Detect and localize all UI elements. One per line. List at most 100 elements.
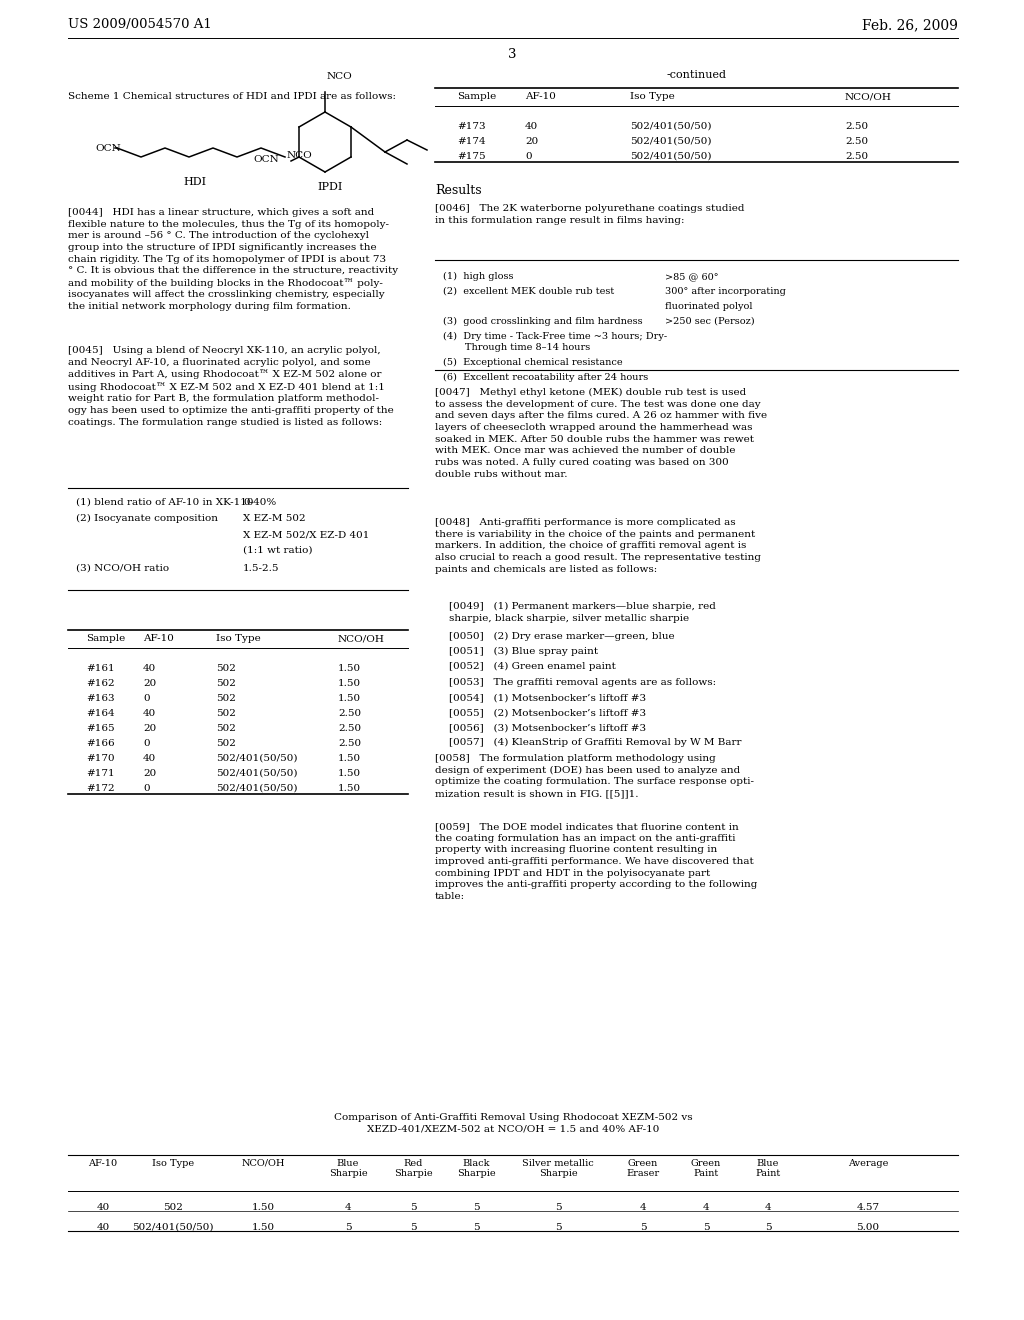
Text: 2.50: 2.50 — [845, 121, 868, 131]
Text: #170: #170 — [86, 754, 115, 763]
Text: 40: 40 — [143, 754, 157, 763]
Text: [0057]   (4) KleanStrip of Graffiti Removal by W M Barr: [0057] (4) KleanStrip of Graffiti Remova… — [449, 738, 741, 747]
Text: 502: 502 — [216, 709, 236, 718]
Text: #173: #173 — [457, 121, 485, 131]
Text: AF-10: AF-10 — [525, 92, 556, 102]
Text: [0054]   (1) Motsenbocker’s liftoff #3: [0054] (1) Motsenbocker’s liftoff #3 — [449, 693, 646, 702]
Text: Results: Results — [435, 183, 481, 197]
Text: NCO/OH: NCO/OH — [338, 634, 385, 643]
Text: #172: #172 — [86, 784, 115, 793]
Text: Black
Sharpie: Black Sharpie — [457, 1159, 496, 1179]
Text: (2)  excellent MEK double rub test: (2) excellent MEK double rub test — [443, 286, 614, 296]
Text: Green
Paint: Green Paint — [691, 1159, 721, 1179]
Text: 300° after incorporating: 300° after incorporating — [665, 286, 785, 296]
Text: 5: 5 — [473, 1203, 479, 1212]
Text: 502/401(50/50): 502/401(50/50) — [216, 784, 298, 793]
Text: X EZ-M 502/X EZ-D 401: X EZ-M 502/X EZ-D 401 — [243, 531, 370, 539]
Text: >85 @ 60°: >85 @ 60° — [665, 272, 719, 281]
Text: 0: 0 — [143, 784, 150, 793]
Text: 40: 40 — [525, 121, 539, 131]
Text: 40: 40 — [96, 1203, 110, 1212]
Text: 502/401(50/50): 502/401(50/50) — [132, 1224, 214, 1232]
Text: 5: 5 — [702, 1224, 710, 1232]
Text: 5: 5 — [473, 1224, 479, 1232]
Text: [0049]   (1) Permanent markers—blue sharpie, red
sharpie, black sharpie, silver : [0049] (1) Permanent markers—blue sharpi… — [449, 602, 716, 623]
Text: 5: 5 — [640, 1224, 646, 1232]
Text: [0047]   Methyl ethyl ketone (MEK) double rub test is used
to assess the develop: [0047] Methyl ethyl ketone (MEK) double … — [435, 388, 767, 479]
Text: (1) blend ratio of AF-10 in XK-110: (1) blend ratio of AF-10 in XK-110 — [76, 498, 254, 507]
Text: 1.50: 1.50 — [338, 784, 361, 793]
Text: 40: 40 — [96, 1224, 110, 1232]
Text: Scheme 1 Chemical structures of HDI and IPDI are as follows:: Scheme 1 Chemical structures of HDI and … — [68, 92, 396, 102]
Text: Green
Eraser: Green Eraser — [627, 1159, 659, 1179]
Text: [0044]   HDI has a linear structure, which gives a soft and
flexible nature to t: [0044] HDI has a linear structure, which… — [68, 209, 398, 312]
Text: [0046]   The 2K waterborne polyurethane coatings studied
in this formulation ran: [0046] The 2K waterborne polyurethane co… — [435, 205, 744, 224]
Text: Sample: Sample — [457, 92, 497, 102]
Text: 5: 5 — [555, 1224, 561, 1232]
Text: 2.50: 2.50 — [845, 137, 868, 147]
Text: 20: 20 — [143, 770, 157, 777]
Text: Red
Sharpie: Red Sharpie — [393, 1159, 432, 1179]
Text: (5)  Exceptional chemical resistance: (5) Exceptional chemical resistance — [443, 358, 623, 367]
Text: NCO/OH: NCO/OH — [242, 1159, 285, 1168]
Text: Silver metallic
Sharpie: Silver metallic Sharpie — [522, 1159, 594, 1179]
Text: 502: 502 — [216, 678, 236, 688]
Text: #166: #166 — [86, 739, 115, 748]
Text: Iso Type: Iso Type — [152, 1159, 195, 1168]
Text: Iso Type: Iso Type — [216, 634, 261, 643]
Text: 1.50: 1.50 — [338, 694, 361, 704]
Text: (4)  Dry time - Tack-Free time ~3 hours; Dry-
       Through time 8–14 hours: (4) Dry time - Tack-Free time ~3 hours; … — [443, 333, 667, 352]
Text: NCO/OH: NCO/OH — [845, 92, 892, 102]
Text: [0050]   (2) Dry erase marker—green, blue: [0050] (2) Dry erase marker—green, blue — [449, 632, 675, 642]
Text: [0051]   (3) Blue spray paint: [0051] (3) Blue spray paint — [449, 647, 598, 656]
Text: Blue
Paint: Blue Paint — [756, 1159, 780, 1179]
Text: 4: 4 — [702, 1203, 710, 1212]
Text: AF-10: AF-10 — [143, 634, 174, 643]
Text: NCO: NCO — [287, 150, 312, 160]
Text: 5.00: 5.00 — [856, 1224, 880, 1232]
Text: 5: 5 — [555, 1203, 561, 1212]
Text: #163: #163 — [86, 694, 115, 704]
Text: (1:1 wt ratio): (1:1 wt ratio) — [243, 546, 312, 554]
Text: 0: 0 — [143, 694, 150, 704]
Text: [0059]   The DOE model indicates that fluorine content in
the coating formulatio: [0059] The DOE model indicates that fluo… — [435, 822, 758, 902]
Text: 1.5-2.5: 1.5-2.5 — [243, 564, 280, 573]
Text: US 2009/0054570 A1: US 2009/0054570 A1 — [68, 18, 212, 30]
Text: Iso Type: Iso Type — [630, 92, 675, 102]
Text: 0: 0 — [525, 152, 531, 161]
Text: 5: 5 — [345, 1224, 351, 1232]
Text: #161: #161 — [86, 664, 115, 673]
Text: Average: Average — [848, 1159, 888, 1168]
Text: 5: 5 — [410, 1203, 417, 1212]
Text: 3: 3 — [508, 48, 516, 61]
Text: 4: 4 — [640, 1203, 646, 1212]
Text: #162: #162 — [86, 678, 115, 688]
Text: 4: 4 — [345, 1203, 351, 1212]
Text: 502: 502 — [216, 723, 236, 733]
Text: OCN: OCN — [253, 154, 279, 164]
Text: #175: #175 — [457, 152, 485, 161]
Text: 502: 502 — [216, 739, 236, 748]
Text: NCO: NCO — [327, 73, 352, 81]
Text: (1)  high gloss: (1) high gloss — [443, 272, 513, 281]
Text: #164: #164 — [86, 709, 115, 718]
Text: [0045]   Using a blend of Neocryl XK-110, an acrylic polyol,
and Neocryl AF-10, : [0045] Using a blend of Neocryl XK-110, … — [68, 346, 394, 426]
Text: 502/401(50/50): 502/401(50/50) — [630, 152, 712, 161]
Text: 1.50: 1.50 — [338, 678, 361, 688]
Text: IPDI: IPDI — [317, 182, 343, 191]
Text: AF-10: AF-10 — [88, 1159, 118, 1168]
Text: 20: 20 — [525, 137, 539, 147]
Text: (2) Isocyanate composition: (2) Isocyanate composition — [76, 513, 218, 523]
Text: 5: 5 — [765, 1224, 771, 1232]
Text: 1.50: 1.50 — [252, 1203, 274, 1212]
Text: 0-40%: 0-40% — [243, 498, 276, 507]
Text: 502/401(50/50): 502/401(50/50) — [630, 121, 712, 131]
Text: >250 sec (Persoz): >250 sec (Persoz) — [665, 317, 755, 326]
Text: 2.50: 2.50 — [338, 723, 361, 733]
Text: 502: 502 — [216, 664, 236, 673]
Text: (3)  good crosslinking and film hardness: (3) good crosslinking and film hardness — [443, 317, 643, 326]
Text: 20: 20 — [143, 723, 157, 733]
Text: [0053]   The graffiti removal agents are as follows:: [0053] The graffiti removal agents are a… — [449, 678, 716, 686]
Text: #171: #171 — [86, 770, 115, 777]
Text: 1.50: 1.50 — [252, 1224, 274, 1232]
